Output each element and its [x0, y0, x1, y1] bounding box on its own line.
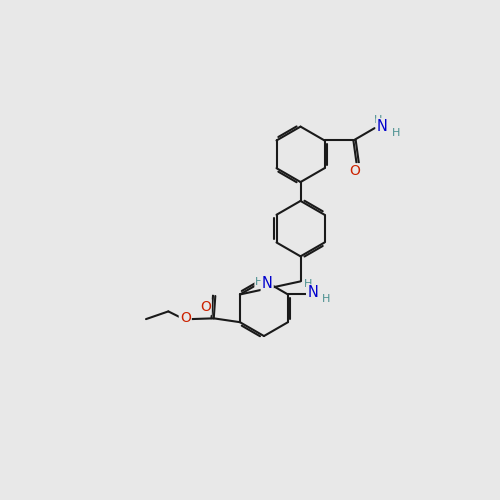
Text: O: O [200, 300, 210, 314]
Text: O: O [180, 312, 190, 326]
Text: H: H [304, 278, 312, 288]
Text: O: O [349, 164, 360, 178]
Text: N: N [262, 276, 272, 291]
Text: H: H [256, 277, 264, 287]
Text: N: N [377, 119, 388, 134]
Text: H: H [374, 114, 382, 124]
Text: H: H [322, 294, 330, 304]
Text: H: H [392, 128, 400, 138]
Text: N: N [307, 286, 318, 300]
